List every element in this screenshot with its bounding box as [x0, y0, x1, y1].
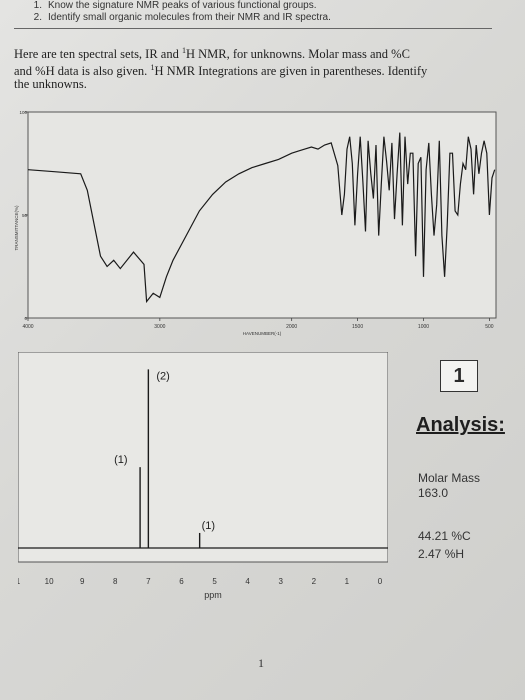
intro-text: the unknowns. — [14, 77, 87, 92]
objective-number: 1. — [33, 0, 42, 11]
nmr-x-tick-label: 1 — [345, 577, 350, 586]
nmr-x-tick-label: 3 — [279, 577, 284, 586]
nmr-x-tick-label: 0 — [378, 577, 383, 586]
nmr-spectrum: (1)(2)(1) 11109876543210 ppm — [18, 352, 388, 600]
molar-mass-label: Molar Mass — [418, 471, 481, 485]
ir-y-tick-label: 50 — [22, 213, 28, 218]
superscript: 1 — [181, 46, 186, 55]
ir-x-tick-label: 3000 — [154, 324, 165, 330]
nmr-integration-label: (1) — [202, 520, 215, 532]
learning-objectives: 1. Know the signature NMR peaks of vario… — [20, 0, 490, 24]
divider — [14, 28, 492, 29]
nmr-x-tick-label: 7 — [146, 577, 151, 586]
nmr-x-tick-label: 9 — [80, 577, 85, 586]
intro-text: and %H data is also given. — [14, 64, 151, 79]
ir-x-tick-label: 4000 — [22, 324, 33, 330]
intro-text: Here are ten spectral sets, IR and — [14, 47, 182, 62]
objective-item: 1. Know the signature NMR peaks of vario… — [20, 0, 490, 12]
ir-x-tick-label: 1000 — [418, 324, 429, 330]
ir-trace — [27, 132, 496, 304]
analysis-heading: Analysis: — [416, 414, 505, 436]
ir-x-axis-label: HAVENUMBER(-1) — [243, 331, 282, 336]
ir-x-tick-label: 500 — [485, 324, 494, 330]
nmr-x-axis-label: ppm — [204, 590, 222, 600]
intro-text: H NMR, for unknowns. Molar mass and %C — [185, 47, 410, 62]
objective-text: Know the signature NMR peaks of various … — [48, 0, 317, 11]
page-number: 1 — [258, 656, 264, 670]
molar-mass-value: 163.0 — [418, 486, 449, 500]
superscript: 1 — [150, 63, 155, 73]
nmr-x-tick-label: 8 — [113, 577, 118, 586]
nmr-x-tick-label: 4 — [245, 577, 250, 586]
ir-y-tick-label: 100 — [19, 110, 27, 115]
ir-x-tick-label: 1500 — [352, 324, 363, 330]
nmr-plot-frame — [18, 352, 388, 563]
nmr-x-axis: 11109876543210 — [18, 577, 383, 586]
ir-y-axis-label: TRANSMITTANCE(%) — [14, 205, 19, 250]
objective-number: 2. — [33, 12, 42, 23]
percent-hydrogen: 2.47 %H — [418, 547, 465, 561]
nmr-x-tick-label: 2 — [312, 577, 317, 586]
nmr-integration-label: (1) — [114, 454, 127, 466]
ir-x-axis: 4000 3000 2000 1500 1000 500 — [22, 318, 494, 330]
nmr-x-tick-label: 10 — [45, 577, 54, 586]
nmr-x-tick-label: 6 — [179, 577, 184, 586]
objective-item: 2. Identify small organic molecules from… — [20, 12, 490, 24]
ir-plot-frame — [27, 111, 497, 319]
percent-carbon: 44.21 %C — [418, 529, 471, 543]
nmr-x-tick-label: 11 — [18, 577, 21, 586]
spectrum-number-box: 1 — [440, 360, 478, 392]
intro-text: H NMR Integrations are given in parenthe… — [154, 64, 428, 79]
nmr-integration-label: (2) — [156, 370, 169, 382]
instructions-paragraph: Here are ten spectral sets, IR and 1H NM… — [14, 44, 504, 91]
ir-y-axis: 100 50 0 — [19, 110, 28, 321]
ir-x-tick-label: 2000 — [286, 324, 297, 330]
nmr-peaks: (1) (2) (1) — [18, 369, 388, 549]
objective-text: Identify small organic molecules from th… — [48, 12, 331, 23]
ir-y-tick-label: 0 — [24, 316, 27, 321]
nmr-x-tick-label: 5 — [212, 577, 217, 586]
